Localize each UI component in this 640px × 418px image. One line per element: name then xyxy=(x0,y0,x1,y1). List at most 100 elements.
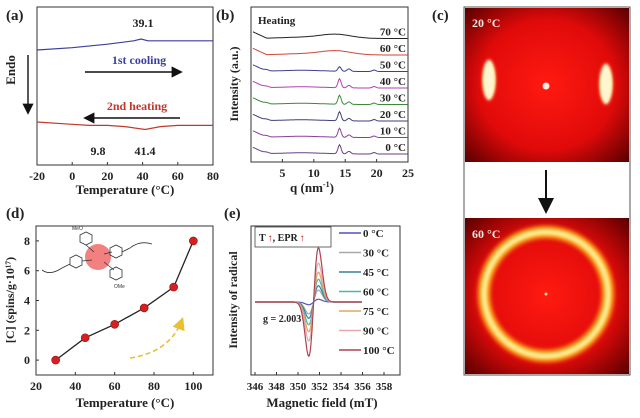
y-tick-label: 0 xyxy=(24,353,30,367)
concentration-line xyxy=(55,240,194,361)
dsc-curve xyxy=(36,38,213,51)
y-axis-label-a: Endo xyxy=(3,55,18,85)
data-point xyxy=(51,355,60,365)
cooling-label: 1st cooling xyxy=(112,53,166,67)
legend-label: 10 °C xyxy=(380,126,406,138)
legend-label: 60 °C xyxy=(363,287,389,299)
x-tick-label: 60 xyxy=(172,169,184,183)
plot-frame-b xyxy=(250,6,409,163)
y-axis-label-e: Intensity of radical xyxy=(226,251,240,349)
legend-label: 75 °C xyxy=(363,306,389,318)
plot-frame-a xyxy=(36,6,214,166)
legend-b: 0 °C 10 °C 20 °C 30 °C 40 °C 50 °C 60 °C 70 °C xyxy=(380,27,406,155)
panel-label-a: (a) xyxy=(6,8,24,24)
panel-label-d: (d) xyxy=(6,206,24,222)
x-axis-label-b-close: ) xyxy=(330,180,334,195)
x-axis-label-b-sup: -1 xyxy=(323,180,330,189)
x-axis-label-b: q (nm-1) xyxy=(290,180,334,195)
legend-label: 90 °C xyxy=(363,326,389,338)
x-tick-label: 354 xyxy=(333,381,350,393)
panel-label-c: (c) xyxy=(432,8,449,24)
legend-label: 0 °C xyxy=(363,228,384,240)
y-axis-label-b: Intensity (a.u.) xyxy=(227,46,241,121)
trend-box-epr: , EPR xyxy=(273,233,299,244)
legend-label: 45 °C xyxy=(363,267,389,279)
plot-frame-d xyxy=(35,225,214,376)
x-tick-label: 346 xyxy=(247,381,264,393)
panel-d: (d) 20 40 60 80 100 0 2 4 6 8 MeO OMe [C] (spins/… xyxy=(3,206,214,410)
g-factor-label: g = 2.003 xyxy=(263,314,301,325)
saxs-curve xyxy=(252,110,408,122)
saxs-curve xyxy=(252,94,408,105)
trend-arrow xyxy=(129,317,185,359)
legend-e: 0 °C 30 °C 45 °C 60 °C 75 °C 90 °C 100 °C xyxy=(339,228,395,357)
x-tick-label: 20 xyxy=(30,379,42,393)
x-tick-label: 358 xyxy=(376,381,393,393)
y-tick-label: 2 xyxy=(24,323,30,337)
x-tick-label: 20 xyxy=(101,169,113,183)
x-tick-label: 5 xyxy=(279,166,285,180)
series-a xyxy=(36,38,213,131)
legend-label: 40 °C xyxy=(380,76,406,88)
saxs-curve xyxy=(252,47,408,56)
heating-title-b: Heating xyxy=(258,15,296,27)
panel-c: (c) 20 °C 60 °C xyxy=(432,6,631,376)
x-axis-label-a: Temperature (°C) xyxy=(76,182,175,197)
x-tick-label: 40 xyxy=(137,169,149,183)
x-tick-label: 80 xyxy=(207,169,219,183)
legend-label: 0 °C xyxy=(385,142,406,154)
x-tick-label: 15 xyxy=(339,166,351,180)
data-point xyxy=(110,320,119,329)
trend-box-t: T xyxy=(259,233,266,244)
x-ticks-e: 346 348 350 352 354 356 358 xyxy=(247,372,393,393)
waxs-image-20c: 20 °C xyxy=(465,8,629,162)
panel-label-b: (b) xyxy=(216,8,234,24)
legend-label: 30 °C xyxy=(380,93,406,105)
series-b xyxy=(252,31,408,155)
svg-text:MeO: MeO xyxy=(72,226,83,232)
axis-ticks-d: 20 40 60 80 100 0 2 4 6 8 xyxy=(24,234,202,393)
x-tick-label: 100 xyxy=(184,379,202,393)
data-point xyxy=(189,236,198,246)
x-tick-label: 350 xyxy=(290,381,307,393)
panel-label-e: (e) xyxy=(224,206,241,222)
molecule-structure-icon: MeO OMe xyxy=(41,226,153,290)
x-tick-label: 352 xyxy=(311,381,328,393)
arrow-up-icon: ↑ xyxy=(268,233,273,244)
x-tick-label: 10 xyxy=(308,166,320,180)
plot-frame-e xyxy=(250,225,401,376)
legend-label: 20 °C xyxy=(380,109,406,121)
waxs-label-20c: 20 °C xyxy=(472,16,500,30)
peak-label-9: 9.8 xyxy=(91,144,106,158)
trend-box-label: T ↑, EPR ↑ xyxy=(259,233,305,244)
epr-curve xyxy=(255,246,362,358)
x-tick-label: 20 xyxy=(371,166,383,180)
x-tick-label: 80 xyxy=(148,379,160,393)
waxs-label-60c: 60 °C xyxy=(472,227,500,241)
x-tick-label: 40 xyxy=(69,379,81,393)
data-point xyxy=(169,282,178,292)
x-axis-label-b-text: q (nm xyxy=(290,180,323,195)
x-tick-label: 60 xyxy=(109,379,121,393)
x-tick-label: -20 xyxy=(29,169,45,183)
saxs-curve xyxy=(252,64,408,72)
series-e xyxy=(255,246,362,358)
saxs-curve xyxy=(252,143,408,155)
panel-b: (b) Heating 5 10 15 20 25 0 °C 10 °C 20 °C 30 °… xyxy=(216,6,414,195)
trend-box xyxy=(254,226,332,248)
peak-label-39: 39.1 xyxy=(133,16,154,30)
x-tick-label: 356 xyxy=(354,381,371,393)
waxs-image-60c: 60 °C xyxy=(465,218,629,374)
svg-text:OMe: OMe xyxy=(114,284,125,290)
data-point xyxy=(80,333,90,343)
y-tick-label: 6 xyxy=(24,264,30,278)
x-axis-label-d: Temperature (°C) xyxy=(76,395,175,410)
legend-label: 70 °C xyxy=(380,27,406,39)
series-d xyxy=(51,236,198,365)
data-point xyxy=(139,303,149,313)
saxs-curve xyxy=(252,31,408,39)
legend-label: 30 °C xyxy=(363,248,389,260)
y-tick-label: 4 xyxy=(24,294,30,308)
heating-label: 2nd heating xyxy=(107,99,167,113)
